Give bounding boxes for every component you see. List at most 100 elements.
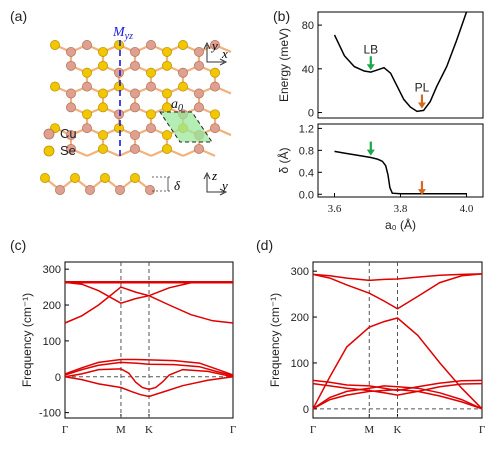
series-line-4 <box>312 385 483 410</box>
cu-atom <box>194 46 204 57</box>
se-atom <box>210 109 220 120</box>
se-atom <box>40 173 50 183</box>
y-tick-label: 0.0 <box>299 189 314 201</box>
series-line-3 <box>312 317 483 410</box>
annotation-label: PL <box>415 81 430 95</box>
se-atom <box>98 130 108 141</box>
cu-atom <box>130 102 140 113</box>
cu-atom <box>146 40 156 50</box>
cu-atom <box>115 185 125 195</box>
y-tick-label: -100 <box>39 408 61 420</box>
series-line-4 <box>64 286 234 324</box>
series-line-3 <box>64 280 234 305</box>
y-tick-label: 300 <box>291 266 309 278</box>
cu-atom <box>114 67 124 78</box>
x-axis-label: a₀ (Å) <box>385 217 416 232</box>
se-atom <box>50 81 60 92</box>
legend-se-swatch <box>43 145 55 157</box>
x-tick-label: Γ <box>310 424 316 436</box>
se-atom <box>98 102 108 113</box>
lattice-constant-label: a0 <box>171 97 183 114</box>
series-line-1 <box>312 273 483 282</box>
annotation-arrowhead <box>366 149 375 156</box>
series-line-2 <box>312 273 483 310</box>
cu-atom <box>66 143 76 154</box>
se-atom <box>82 109 92 120</box>
cu-atom <box>66 130 76 141</box>
panel-label-b: (b) <box>273 8 290 24</box>
y-axis-label: Frequency (cm⁻¹) <box>20 293 34 387</box>
y-tick-label: 300 <box>43 264 61 276</box>
x-tick-label: Γ <box>62 424 68 436</box>
cu-atom <box>130 60 140 71</box>
cu-atom <box>66 88 76 99</box>
delta-marker: δ <box>152 176 181 193</box>
cu-atom <box>194 88 204 99</box>
y-tick-label: 40 <box>302 64 314 76</box>
y-tick-label: 0.4 <box>299 167 314 179</box>
cu-atom <box>210 123 220 134</box>
se-atom <box>70 173 80 183</box>
cu-atom <box>85 185 95 195</box>
mirror-label: Myz <box>112 25 133 42</box>
x-tick-label: Γ <box>479 424 485 436</box>
cu-atom <box>194 60 204 71</box>
cu-atom <box>194 102 204 113</box>
cu-atom <box>130 46 140 57</box>
annotation-arrowhead <box>366 64 375 71</box>
chart-energy: 0 40 80 Energy (meV) LB PL <box>277 11 484 120</box>
axes-icon-top: y x <box>203 38 228 66</box>
unit-cell <box>159 111 213 143</box>
x-tick-label: K <box>394 424 402 436</box>
y-tick-label: 0 <box>308 108 314 120</box>
svg-text:x: x <box>221 46 228 61</box>
x-tick-label: K <box>145 424 153 436</box>
series-line-6 <box>64 361 234 377</box>
se-atom <box>50 40 60 50</box>
se-atom <box>146 109 156 120</box>
legend-cu-label: Cu <box>60 126 77 141</box>
cu-atom <box>210 40 220 50</box>
y-axis-label: Energy (meV) <box>277 28 291 102</box>
y-tick-label: 0.8 <box>299 145 314 157</box>
cu-atom <box>82 40 92 50</box>
x-tick-label: Γ <box>230 424 236 436</box>
x-tick-label: 4.0 <box>460 203 474 215</box>
axes-icon-side: z y <box>203 168 228 196</box>
x-tick-label: 3.8 <box>394 203 408 215</box>
cu-atom <box>146 123 156 134</box>
annotation-arrowhead <box>417 189 426 196</box>
chart-phonon-c: -100 0 100 200 300 Γ M K Γ Frequency (cm⁻¹) <box>20 261 236 436</box>
y-axis-label: δ (Å) <box>276 147 291 173</box>
se-atom <box>98 46 108 57</box>
x-tick-label: 3.6 <box>328 203 342 215</box>
legend: Cu Se <box>43 126 77 158</box>
y-axis-label: Frequency (cm⁻¹) <box>268 293 282 387</box>
cu-atom <box>130 88 140 99</box>
series-line-8 <box>64 376 234 398</box>
annotation-arrowhead <box>417 102 426 109</box>
delta-label: δ <box>174 178 181 193</box>
cu-atom <box>66 46 76 57</box>
series-line-6 <box>312 379 483 392</box>
svg-text:y: y <box>210 38 218 53</box>
legend-se-label: Se <box>60 143 76 158</box>
y-tick-label: 80 <box>302 20 314 32</box>
se-atom <box>178 81 188 92</box>
se-atom <box>98 143 108 154</box>
series-line-1 <box>333 11 468 113</box>
cu-atom <box>130 143 140 154</box>
se-atom <box>114 123 124 134</box>
plot-frame <box>317 123 484 198</box>
legend-cu-swatch <box>43 128 55 140</box>
series-line-7 <box>64 368 234 391</box>
series-line-1 <box>334 150 467 195</box>
cu-atom <box>114 109 124 120</box>
x-tick-label: M <box>116 424 126 436</box>
chart-phonon-d: 0 100 200 300 Γ M K Γ Frequency (cm⁻¹) <box>268 261 485 436</box>
y-tick-label: 0 <box>55 372 61 384</box>
cu-atom <box>146 81 156 92</box>
se-atom <box>162 46 172 57</box>
y-tick-label: 100 <box>291 358 309 370</box>
se-atom <box>210 67 220 78</box>
